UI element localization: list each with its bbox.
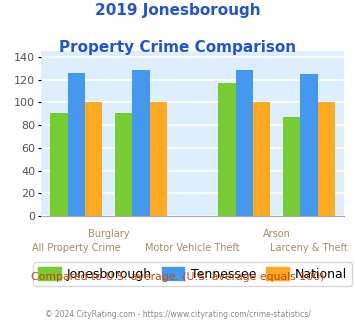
Bar: [253, 102, 271, 216]
Text: Property Crime Comparison: Property Crime Comparison: [59, 40, 296, 54]
Bar: [85, 102, 103, 216]
Text: Arson: Arson: [263, 229, 290, 239]
Bar: [283, 117, 300, 216]
Bar: [150, 102, 167, 216]
Bar: [235, 71, 253, 216]
Text: Burglary: Burglary: [88, 229, 129, 239]
Text: Larceny & Theft: Larceny & Theft: [270, 243, 348, 252]
Bar: [218, 83, 235, 216]
Legend: Jonesborough, Tennessee, National: Jonesborough, Tennessee, National: [33, 262, 352, 286]
Text: © 2024 CityRating.com - https://www.cityrating.com/crime-statistics/: © 2024 CityRating.com - https://www.city…: [45, 310, 310, 319]
Text: 2019 Jonesborough: 2019 Jonesborough: [95, 3, 260, 18]
Bar: [300, 74, 318, 216]
Bar: [115, 113, 132, 216]
Text: Motor Vehicle Theft: Motor Vehicle Theft: [145, 243, 240, 252]
Text: All Property Crime: All Property Crime: [32, 243, 121, 252]
Bar: [50, 113, 67, 216]
Bar: [132, 71, 150, 216]
Text: Compared to U.S. average. (U.S. average equals 100): Compared to U.S. average. (U.S. average …: [31, 272, 324, 282]
Bar: [67, 73, 85, 216]
Bar: [318, 102, 335, 216]
